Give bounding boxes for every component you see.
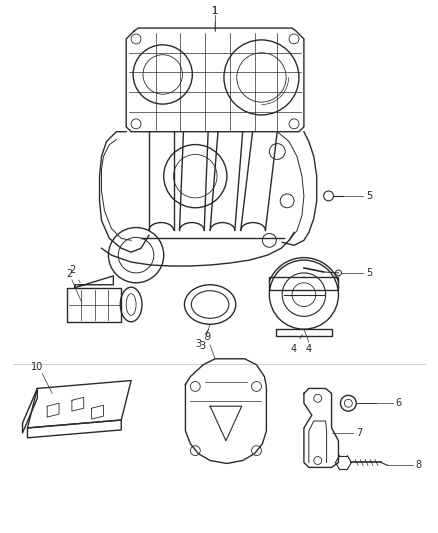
- Text: 1: 1: [212, 6, 218, 17]
- Text: 4: 4: [291, 335, 303, 354]
- Text: 3: 3: [195, 329, 208, 349]
- Text: 5: 5: [366, 191, 372, 201]
- Text: 5: 5: [366, 268, 372, 278]
- Text: 2: 2: [66, 269, 72, 279]
- Text: 3: 3: [199, 341, 205, 351]
- Text: 8: 8: [416, 461, 422, 471]
- Text: 1: 1: [212, 6, 218, 30]
- Text: 9: 9: [204, 332, 210, 342]
- Text: 10: 10: [31, 362, 43, 372]
- Text: 7: 7: [356, 428, 363, 438]
- Text: 6: 6: [396, 398, 402, 408]
- Text: 2: 2: [69, 265, 80, 282]
- Text: 4: 4: [306, 344, 312, 354]
